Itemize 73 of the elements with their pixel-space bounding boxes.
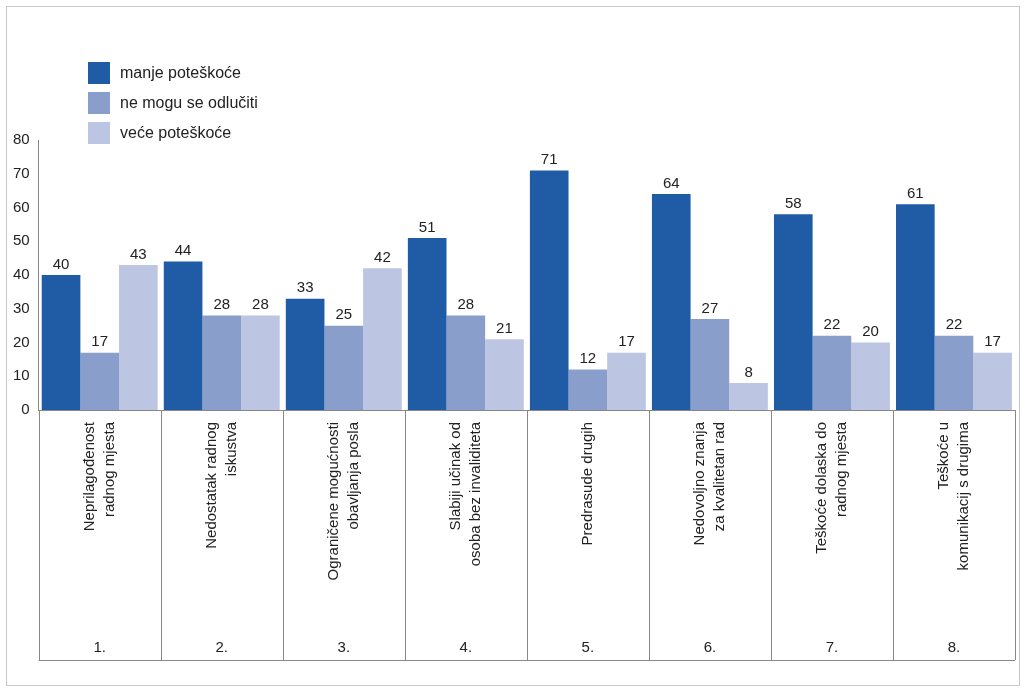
data-label: 17 [618,332,635,350]
x-tick-label: Neprilagođenost radnog mjesta [79,421,117,532]
legend-label: veće poteškoće [120,124,232,142]
bar [773,214,813,410]
bar [896,204,935,410]
bar [285,298,325,410]
bar [119,264,158,410]
bar [407,237,447,410]
bar [529,170,569,410]
text: 5. [581,638,595,655]
data-label: 22 [945,315,963,333]
bar [651,194,691,410]
data-label: 20 [862,322,879,340]
y-tick-label: 50 [13,231,30,249]
bar [812,335,852,410]
y-tick-label: 60 [13,197,30,215]
x-tick-label: Predrasude drugih [578,422,595,546]
text: 4. [459,638,473,655]
text: 2. [215,638,228,655]
data-label: 40 [52,254,70,272]
data-label: 22 [823,315,841,333]
bar [934,335,974,410]
text: 8. [947,638,961,655]
text: 1. [93,638,106,655]
bar [446,315,486,410]
data-label: 64 [662,173,680,191]
data-label: 8 [744,362,753,380]
bar [80,352,120,410]
data-label: 28 [252,295,269,313]
data-label: 71 [540,150,558,168]
bar [973,352,1012,410]
legend-label: manje poteškoće [120,64,241,82]
y-tick-label: 10 [13,366,30,384]
y-tick-label: 20 [13,332,30,350]
text: 7. [825,638,839,655]
data-label: 51 [418,217,436,235]
data-label: 28 [457,295,475,313]
bar [568,369,608,410]
data-label: 25 [335,305,353,323]
bar [690,318,730,410]
bar [324,325,364,410]
bar [485,339,524,410]
data-label: 21 [496,318,513,336]
y-tick-label: 30 [13,298,30,316]
data-label: 42 [374,247,391,265]
data-label: 27 [701,298,719,316]
data-label: 17 [91,332,109,350]
bar [607,352,646,410]
data-label: 12 [579,349,597,367]
data-label: 17 [984,332,1001,350]
data-label: 58 [784,193,802,211]
y-tick-label: 70 [13,163,30,181]
legend-label: ne mogu se odlučiti [120,94,258,112]
y-tick-label: 0 [21,400,30,418]
x-tick-label: Nedostatak radnog iskustva [201,421,239,549]
text: 6. [703,638,717,655]
data-label: 43 [130,244,147,262]
x-tick-label: Nedovoljno znanja za kvalitetan rad [690,421,728,546]
bar [202,315,242,410]
x-tick-label: Teškoće dolaska do radnog mjesta [812,421,850,554]
bar [41,275,81,410]
bar [241,315,280,410]
bar [729,383,768,410]
bar [163,261,203,410]
y-tick-label: 80 [13,130,30,148]
data-label: 61 [906,183,924,201]
data-label: 28 [213,295,231,313]
data-label: 33 [296,278,314,296]
bar [363,268,402,410]
bar [851,342,890,410]
y-tick-label: 40 [13,265,30,283]
text: 3. [337,638,351,655]
data-label: 44 [174,241,192,259]
